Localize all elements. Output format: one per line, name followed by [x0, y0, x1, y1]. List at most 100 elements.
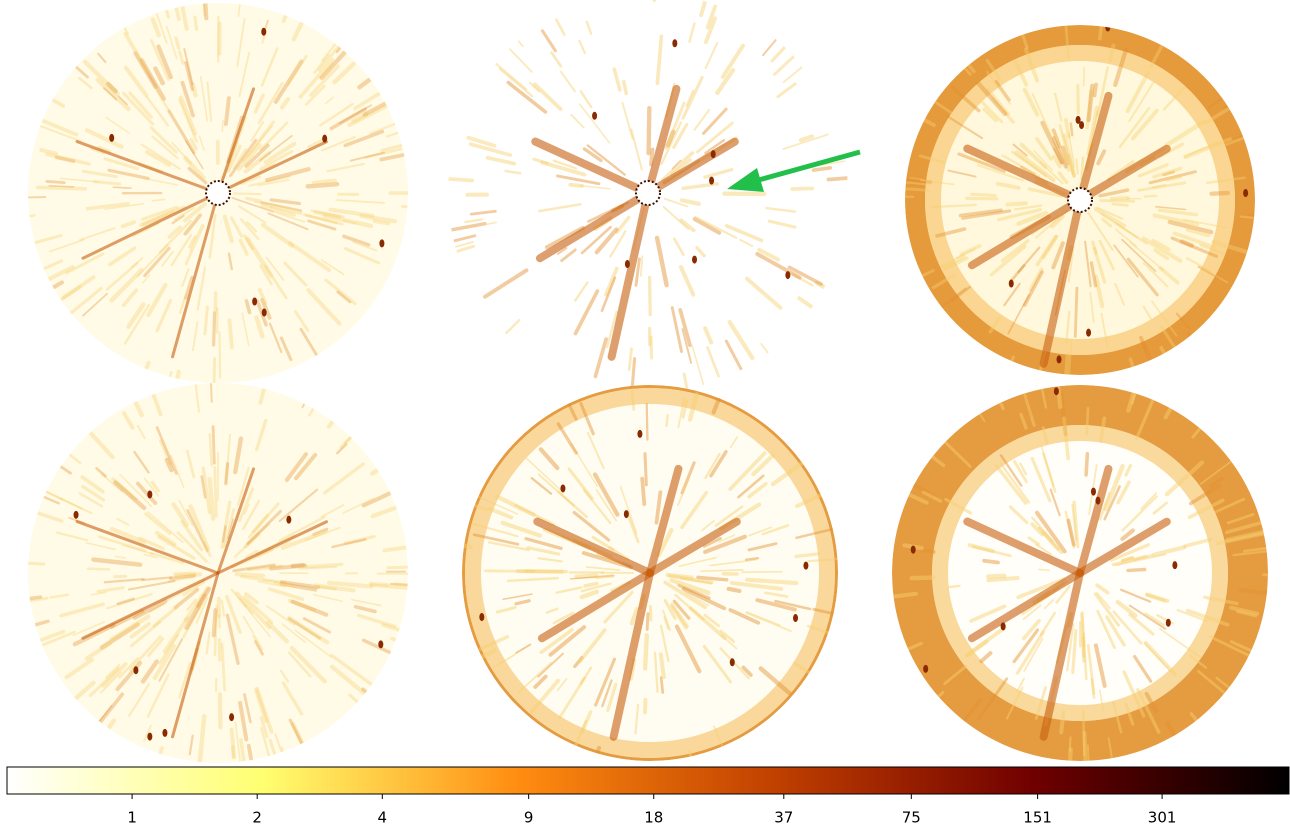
streak	[649, 108, 650, 153]
streak	[220, 694, 221, 727]
streak	[1101, 201, 1134, 202]
streak	[219, 599, 220, 616]
streak	[647, 614, 648, 630]
point-source	[261, 28, 266, 36]
center-mask	[206, 181, 230, 205]
tick-label: 1	[127, 809, 137, 827]
streak	[363, 689, 400, 719]
tick-label: 301	[1148, 809, 1177, 827]
point-source	[793, 614, 798, 622]
point-source	[322, 135, 327, 143]
point-source	[672, 39, 677, 47]
point-source	[262, 309, 267, 317]
streak	[576, 576, 596, 577]
streak	[220, 332, 221, 377]
streak	[425, 540, 470, 547]
streak	[1113, 204, 1128, 206]
streak	[215, 467, 216, 516]
streak	[302, 375, 318, 407]
streak	[1095, 85, 1097, 96]
streak	[38, 187, 86, 188]
streak	[650, 278, 651, 315]
streak	[345, 408, 379, 443]
tick-label: 151	[1023, 809, 1052, 827]
streak	[92, 721, 113, 751]
streak	[213, 427, 214, 464]
point-source	[1105, 23, 1110, 31]
streak	[1039, 569, 1049, 570]
point-source	[1057, 355, 1062, 363]
streak	[226, 464, 228, 484]
streak	[49, 186, 73, 187]
streak	[1191, 714, 1216, 745]
point-source	[229, 713, 234, 721]
streak	[1212, 193, 1228, 194]
streak	[308, 564, 342, 566]
point-source	[730, 658, 735, 666]
streak	[234, 193, 261, 194]
streak	[1234, 121, 1279, 139]
point-source	[1091, 488, 1096, 496]
colorbar	[7, 767, 1289, 794]
point-source	[74, 511, 79, 519]
streak	[667, 415, 668, 426]
point-source	[162, 729, 167, 737]
streak	[884, 196, 914, 197]
point-source	[1096, 497, 1101, 505]
streak	[1085, 733, 1086, 767]
streak	[792, 188, 812, 189]
point-source	[439, 147, 444, 155]
point-source	[560, 484, 565, 492]
streak	[388, 566, 436, 567]
streak	[372, 458, 396, 473]
tick-label: 9	[524, 809, 534, 827]
point-source	[1086, 329, 1091, 337]
center-mask	[636, 181, 660, 205]
streak	[308, 184, 337, 186]
point-source	[625, 260, 630, 268]
image-panel	[10, 0, 432, 409]
streak	[233, 747, 234, 757]
streak	[337, 15, 368, 52]
point-source	[147, 733, 152, 741]
streak	[402, 206, 420, 207]
point-source	[711, 150, 716, 158]
streak	[1078, 85, 1079, 112]
streak	[597, 576, 613, 577]
point-source	[109, 134, 114, 142]
streak	[1112, 198, 1128, 199]
streak	[1084, 68, 1085, 86]
point-source	[1054, 387, 1059, 395]
streak	[329, 399, 350, 426]
streak	[988, 578, 1017, 580]
streak	[22, 215, 35, 217]
streak	[88, 569, 109, 570]
point-source	[923, 665, 928, 673]
streak	[817, 283, 851, 301]
streak	[647, 404, 648, 440]
streak	[1002, 357, 1013, 383]
streak	[642, 479, 644, 504]
streak	[113, 187, 131, 188]
figure: 1249183775151301	[0, 0, 1290, 827]
streak	[828, 177, 857, 179]
point-source	[911, 546, 916, 554]
streak	[1188, 333, 1202, 350]
streak	[949, 586, 959, 587]
point-source	[1172, 561, 1177, 569]
point-source	[133, 666, 138, 674]
tick-label: 75	[902, 809, 921, 827]
point-source	[379, 239, 384, 247]
streak	[214, 313, 215, 345]
image-panel	[425, 378, 849, 791]
point-source	[252, 298, 257, 306]
tick-label: 37	[774, 809, 793, 827]
point-source	[592, 112, 597, 120]
streak	[645, 635, 647, 668]
point-source	[692, 256, 697, 264]
point-source	[637, 430, 642, 438]
point-source	[1009, 280, 1014, 288]
streak	[1128, 570, 1145, 571]
streak	[632, 392, 634, 410]
